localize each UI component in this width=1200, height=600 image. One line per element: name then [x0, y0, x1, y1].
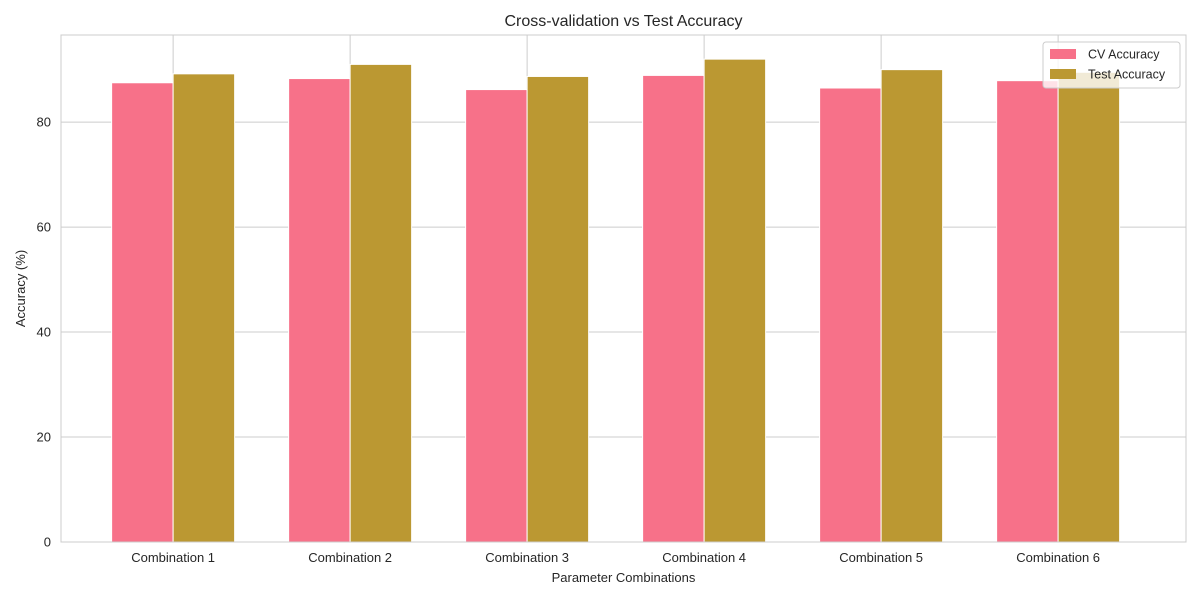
cv-accuracy-bar [996, 80, 1059, 543]
x-tick-label: Combination 5 [839, 550, 923, 565]
cv-accuracy-bar [819, 87, 882, 543]
y-axis-label: Accuracy (%) [13, 250, 28, 327]
plot-frame [60, 34, 1187, 543]
cv-accuracy-bar [465, 89, 528, 543]
test-accuracy-bar [526, 75, 590, 543]
x-tick-label: Combination 2 [308, 550, 392, 565]
x-tick-label: Combination 3 [485, 550, 569, 565]
cv-accuracy-bar [642, 74, 705, 543]
test-accuracy-bar [349, 63, 413, 543]
legend-label: Test Accuracy [1088, 68, 1166, 82]
test-accuracy-bar [880, 69, 944, 543]
x-tick-label: Combination 4 [662, 550, 746, 565]
legend-label: CV Accuracy [1088, 48, 1160, 62]
x-axis-label: Parameter Combinations [552, 570, 696, 585]
legend-swatch [1050, 49, 1076, 59]
y-tick-label: 20 [37, 430, 51, 445]
bars [111, 58, 1121, 543]
test-accuracy-bar [703, 58, 767, 543]
legend-swatch [1050, 69, 1076, 79]
cv-accuracy-bar [288, 78, 351, 543]
legend: CV Accuracy Test Accuracy [1042, 41, 1181, 89]
x-tick-label: Combination 6 [1016, 550, 1100, 565]
y-tick-label: 40 [37, 325, 51, 340]
chart-title: Cross-validation vs Test Accuracy [504, 13, 742, 30]
legend-box [1042, 41, 1181, 89]
x-tick-label: Combination 1 [131, 550, 215, 565]
test-accuracy-bar [1057, 71, 1121, 543]
y-tick-label: 80 [37, 115, 51, 130]
y-tick-label: 0 [44, 535, 51, 550]
tick-labels: 0 20 40 60 80 Combination 1 Combination 2 Combi… [37, 115, 1101, 565]
y-tick-label: 60 [37, 220, 51, 235]
test-accuracy-bar [172, 73, 236, 543]
cv-accuracy-bar [111, 82, 174, 543]
